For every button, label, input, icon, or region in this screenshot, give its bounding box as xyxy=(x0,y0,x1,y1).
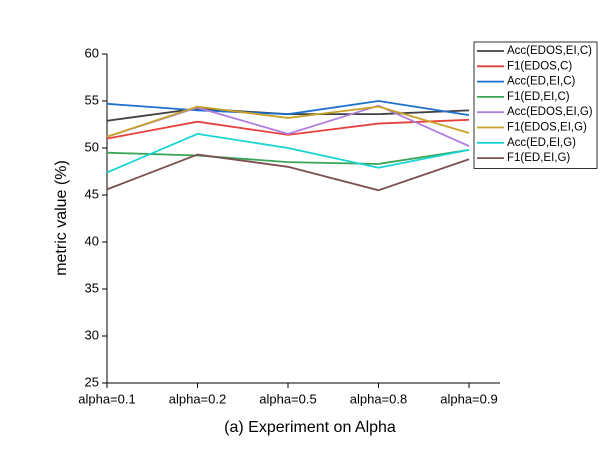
legend-label: Acc(ED,EI,G) xyxy=(507,137,576,149)
x-tick-label: alpha=0.9 xyxy=(440,391,497,406)
legend-label: Acc(EDOS,EI,G) xyxy=(507,106,593,118)
x-tick-label: alpha=0.1 xyxy=(78,391,135,406)
series-line xyxy=(106,105,470,138)
x-tick-label: alpha=0.2 xyxy=(169,391,226,406)
legend-label: F1(ED,EI,G) xyxy=(507,152,570,164)
y-tick-label: 30 xyxy=(85,327,99,342)
legend-label: F1(ED,EI,C) xyxy=(507,91,570,103)
legend-label: F1(EDOS,EI,G) xyxy=(507,122,587,134)
x-tick-label: alpha=0.8 xyxy=(350,391,407,406)
legend-box xyxy=(473,41,598,169)
y-tick-label: 25 xyxy=(85,374,99,389)
y-tick-label: 45 xyxy=(85,186,99,201)
legend-label: Acc(EDOS,EI,C) xyxy=(507,45,592,57)
x-tick-label: alpha=0.5 xyxy=(259,391,316,406)
series-line xyxy=(106,100,470,116)
y-tick-label: 60 xyxy=(85,45,99,60)
y-axis-label: metric value (%) xyxy=(53,160,70,276)
y-tick-label: 35 xyxy=(85,280,99,295)
x-axis-label: (a) Experiment on Alpha xyxy=(224,419,396,436)
y-tick-label: 40 xyxy=(85,233,99,248)
legend-label: F1(EDOS,C) xyxy=(507,60,572,72)
legend-label: Acc(ED,EI,C) xyxy=(507,76,576,88)
series-line xyxy=(106,118,470,140)
series-line xyxy=(106,153,470,192)
series-line xyxy=(106,148,470,165)
y-tick-label: 50 xyxy=(85,139,99,154)
y-tick-label: 55 xyxy=(85,92,99,107)
series-line xyxy=(106,132,470,174)
